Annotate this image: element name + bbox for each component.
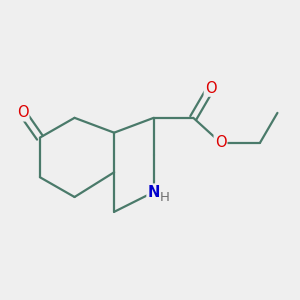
Text: O: O xyxy=(17,105,28,120)
Text: N: N xyxy=(148,184,160,200)
Text: O: O xyxy=(215,135,226,150)
Text: O: O xyxy=(205,81,216,96)
Text: H: H xyxy=(160,190,170,203)
